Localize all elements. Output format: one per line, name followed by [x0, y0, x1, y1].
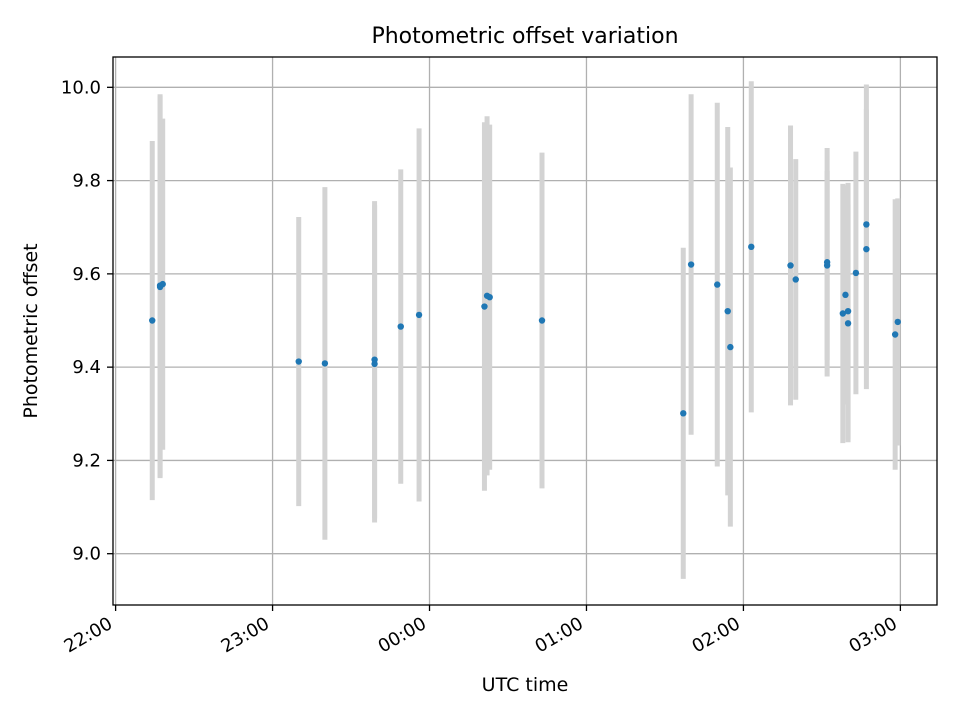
x-tick-label: 00:00	[375, 613, 430, 657]
data-point	[714, 281, 721, 288]
plot-background	[113, 57, 937, 605]
y-tick-label: 9.4	[72, 357, 101, 378]
y-tick-label: 9.2	[72, 450, 101, 471]
data-point	[486, 293, 493, 301]
data-point	[842, 291, 849, 299]
grid	[113, 57, 937, 605]
data-point	[894, 318, 901, 326]
data-points	[149, 221, 901, 417]
data-point	[295, 358, 302, 365]
x-tick-label: 03:00	[845, 613, 900, 657]
y-tick-label: 9.0	[72, 544, 101, 565]
y-axis: 9.0 9.2 9.4 9.6 9.8 10.0	[61, 77, 113, 565]
data-point	[481, 303, 488, 310]
data-point	[149, 317, 156, 324]
data-point	[538, 317, 546, 324]
data-point	[823, 259, 831, 266]
x-tick-label: 23:00	[218, 613, 273, 657]
data-point	[748, 243, 755, 251]
x-axis: 22:00 23:00 00:00 01:00 02:00 03:00	[61, 605, 902, 657]
y-tick-label: 9.6	[72, 264, 101, 285]
x-tick-label: 22:00	[61, 613, 116, 657]
data-point	[787, 262, 794, 269]
x-tick-label: 02:00	[689, 613, 744, 657]
data-point	[844, 320, 852, 327]
x-axis-label: UTC time	[482, 674, 569, 696]
y-tick-label: 10.0	[61, 77, 101, 98]
y-axis-label: Photometric offset	[20, 243, 42, 418]
data-point	[724, 307, 731, 315]
plot-frame	[112, 56, 938, 606]
data-point	[159, 280, 166, 288]
data-point	[680, 410, 687, 417]
data-point	[371, 356, 378, 363]
data-point	[852, 269, 860, 277]
data-point	[863, 221, 870, 228]
data-point	[397, 323, 404, 330]
x-tick-label: 01:00	[532, 613, 587, 657]
data-point	[687, 261, 695, 268]
data-point	[727, 343, 734, 351]
data-point	[792, 276, 799, 283]
data-point	[415, 311, 423, 319]
data-point	[321, 360, 329, 367]
data-point	[839, 310, 847, 317]
chart-title: Photometric offset variation	[371, 24, 678, 49]
data-point	[863, 245, 870, 253]
data-point	[844, 307, 852, 315]
data-point	[891, 331, 899, 338]
y-tick-label: 9.8	[72, 171, 101, 192]
